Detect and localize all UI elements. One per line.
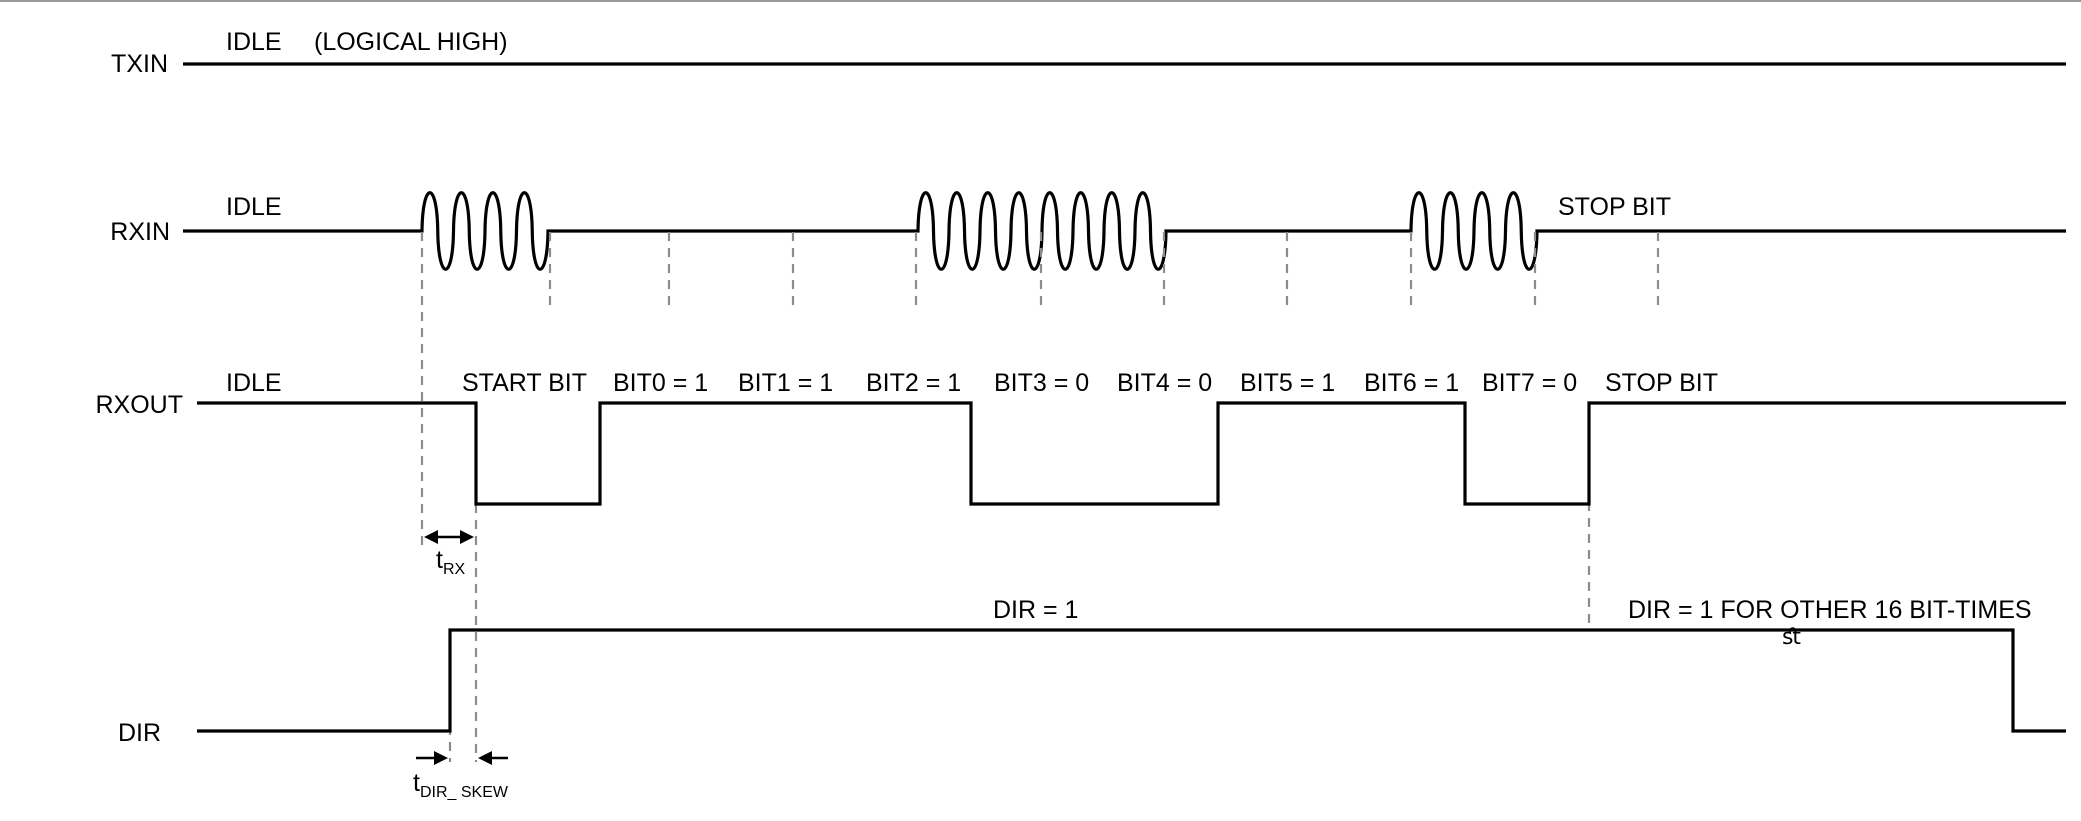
signal-label-rxout: RXOUT [96,391,184,419]
rxout-bit-label: BIT4 = 0 [1117,369,1212,397]
signal-label-rxin: RXIN [110,218,170,246]
rxout-bit-label: BIT0 = 1 [613,369,708,397]
dir-break-mark: ﬆ [1782,624,1801,649]
dir-waveform [197,628,2066,733]
tskew-label-main: t [413,769,420,797]
rxin-stop-bit-label: STOP BIT [1558,193,1671,221]
trx-arrow-right-head [460,530,474,544]
signal-label-txin: TXIN [111,50,168,78]
txin-logical-high-label: (LOGICAL HIGH) [314,28,508,56]
tskew-label: tDIR_ SKEW [413,769,509,801]
signal-label-dir: DIR [118,719,161,747]
rxout-bit-label: BIT1 = 1 [738,369,833,397]
tskew-left-arrow-head [434,751,448,765]
trx-label-main: t [436,546,443,574]
rxin-idle-label: IDLE [226,193,282,221]
dir-high-label: DIR = 1 [993,596,1078,624]
txin-idle-label: IDLE [226,28,282,56]
rxin-bit-guides [548,232,1660,305]
tskew-label-sub: DIR_ SKEW [420,784,509,801]
trx-arrow-left-head [424,530,438,544]
rxin-waveform [183,191,2066,271]
rxout-bit-label: BIT2 = 1 [866,369,961,397]
rxout-waveform [197,401,2066,506]
tskew-arrows [416,751,508,765]
trx-arrow [424,530,474,544]
dir-extended-label: DIR = 1 FOR OTHER 16 BIT-TIMES [1628,596,2032,624]
rxout-bit-label: BIT3 = 0 [994,369,1089,397]
trx-label-sub: RX [443,561,466,578]
rxout-bit-label: BIT7 = 0 [1482,369,1577,397]
rxout-bit-label: BIT6 = 1 [1364,369,1459,397]
rxout-idle-label: IDLE [226,369,282,397]
rxout-bit-label: STOP BIT [1605,369,1718,397]
trx-label: tRX [436,546,466,578]
rxout-bit-label: START BIT [462,369,587,397]
rxout-bit-labels: START BIT BIT0 = 1 BIT1 = 1 BIT2 = 1 BIT… [462,369,1718,397]
tskew-right-arrow-head [478,751,492,765]
rxout-bit-label: BIT5 = 1 [1240,369,1335,397]
